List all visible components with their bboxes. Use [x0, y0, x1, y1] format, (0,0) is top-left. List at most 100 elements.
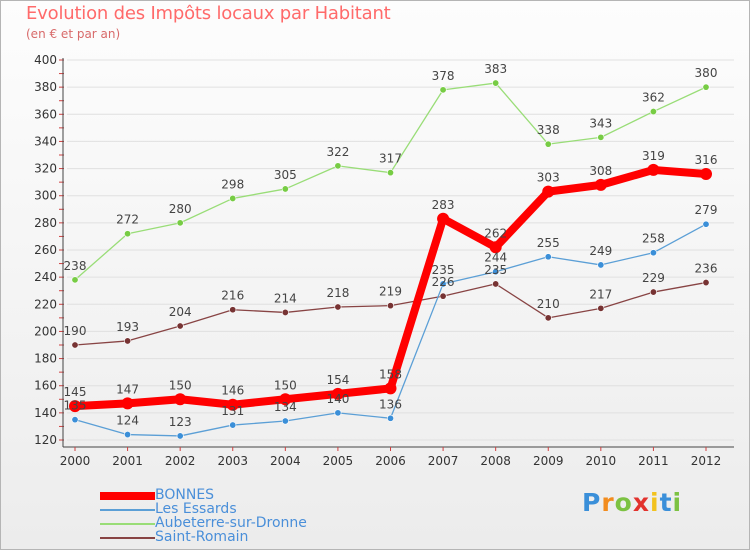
data-label: 316: [695, 153, 718, 167]
data-point: [542, 185, 555, 198]
data-label: 135: [64, 399, 87, 413]
y-tick-label: 320: [34, 162, 57, 176]
data-point: [594, 178, 607, 191]
data-point: [649, 288, 657, 296]
data-point: [174, 393, 187, 406]
proxiti-logo: Proxiti: [582, 488, 683, 517]
data-label: 219: [379, 285, 402, 299]
data-point: [702, 83, 710, 91]
chart-title: Evolution des Impôts locaux par Habitant: [26, 3, 391, 24]
data-point: [439, 86, 447, 94]
y-tick-label: 300: [34, 189, 57, 203]
data-label: 244: [484, 251, 507, 265]
legend-label: BONNES: [155, 487, 215, 503]
y-tick-label: 160: [34, 379, 57, 393]
data-point: [702, 279, 710, 287]
data-point: [649, 249, 657, 257]
data-label: 283: [432, 198, 455, 212]
data-label: 322: [326, 145, 349, 159]
grid-lines: [67, 59, 734, 441]
x-tick-label: 2001: [112, 454, 143, 468]
data-label: 193: [116, 320, 139, 334]
series-layer: [69, 79, 712, 440]
x-tick-label: 2011: [638, 454, 669, 468]
data-label: 236: [695, 262, 718, 276]
legend-label: Les Essards: [155, 501, 237, 517]
y-tick-label: 120: [34, 433, 57, 447]
data-point: [386, 302, 394, 310]
data-point: [71, 341, 79, 349]
y-tick-label: 140: [34, 406, 57, 420]
data-label: 123: [169, 415, 192, 429]
x-tick-label: 2008: [480, 454, 511, 468]
data-label: 338: [537, 123, 560, 137]
data-label: 154: [326, 373, 349, 387]
data-label: 214: [274, 291, 297, 305]
data-point: [334, 303, 342, 311]
data-label: 317: [379, 152, 402, 166]
data-point: [281, 185, 289, 193]
data-point: [597, 133, 605, 141]
data-point: [71, 416, 79, 424]
data-point: [544, 314, 552, 322]
data-point: [124, 337, 132, 345]
data-point: [229, 194, 237, 202]
chart-subtitle: (en € et par an): [26, 27, 121, 41]
data-label: 272: [116, 213, 139, 227]
x-tick-label: 2012: [691, 454, 722, 468]
data-label: 308: [589, 164, 612, 178]
data-label: 343: [589, 116, 612, 130]
data-point: [489, 241, 502, 254]
data-point: [647, 163, 660, 176]
y-tick-label: 380: [34, 80, 57, 94]
data-label: 150: [169, 378, 192, 392]
data-point: [121, 397, 134, 410]
data-point: [334, 409, 342, 417]
y-tick-label: 240: [34, 270, 57, 284]
data-label: 210: [537, 297, 560, 311]
x-tick-label: 2000: [60, 454, 91, 468]
data-label: 140: [326, 392, 349, 406]
data-label: 305: [274, 168, 297, 182]
data-point: [700, 168, 712, 180]
data-point: [176, 219, 184, 227]
legend-swatch: [100, 509, 155, 511]
y-tick-label: 260: [34, 243, 57, 257]
data-point: [281, 417, 289, 425]
legend-swatch: [100, 492, 155, 500]
data-point: [384, 382, 397, 395]
data-label: 303: [537, 171, 560, 185]
data-point: [69, 400, 81, 413]
y-tick-label: 200: [34, 324, 57, 338]
data-label: 249: [589, 244, 612, 258]
y-tick-label: 360: [34, 107, 57, 121]
data-label: 147: [116, 382, 139, 396]
y-tick-label: 400: [34, 53, 57, 67]
x-tick-label: 2005: [323, 454, 354, 468]
data-label: 145: [64, 385, 87, 399]
y-tick-label: 220: [34, 297, 57, 311]
data-point: [437, 212, 450, 225]
data-label: 380: [695, 66, 718, 80]
data-point: [124, 230, 132, 238]
data-label: 134: [274, 400, 297, 414]
data-label: 146: [221, 384, 244, 398]
x-tick-label: 2007: [428, 454, 459, 468]
axes: 120 140 160 180 200 220 240 260 280 300 320 340 360 3…: [34, 53, 734, 468]
data-label: 190: [64, 324, 87, 338]
data-label: 258: [642, 232, 665, 246]
data-label: 204: [169, 305, 192, 319]
data-point: [71, 276, 79, 284]
data-point: [226, 398, 239, 411]
data-point: [544, 253, 552, 261]
legend-label: Saint-Romain: [155, 529, 249, 545]
data-labels: 238 272 280 298 305 322 317 378 383 338 343 362 380 1…: [64, 62, 718, 429]
data-label: 319: [642, 149, 665, 163]
data-label: 362: [642, 91, 665, 105]
data-label: 279: [695, 203, 718, 217]
legend-swatch: [100, 523, 155, 525]
y-tick-label: 180: [34, 352, 57, 366]
data-point: [386, 414, 394, 422]
data-label: 235: [432, 263, 455, 277]
